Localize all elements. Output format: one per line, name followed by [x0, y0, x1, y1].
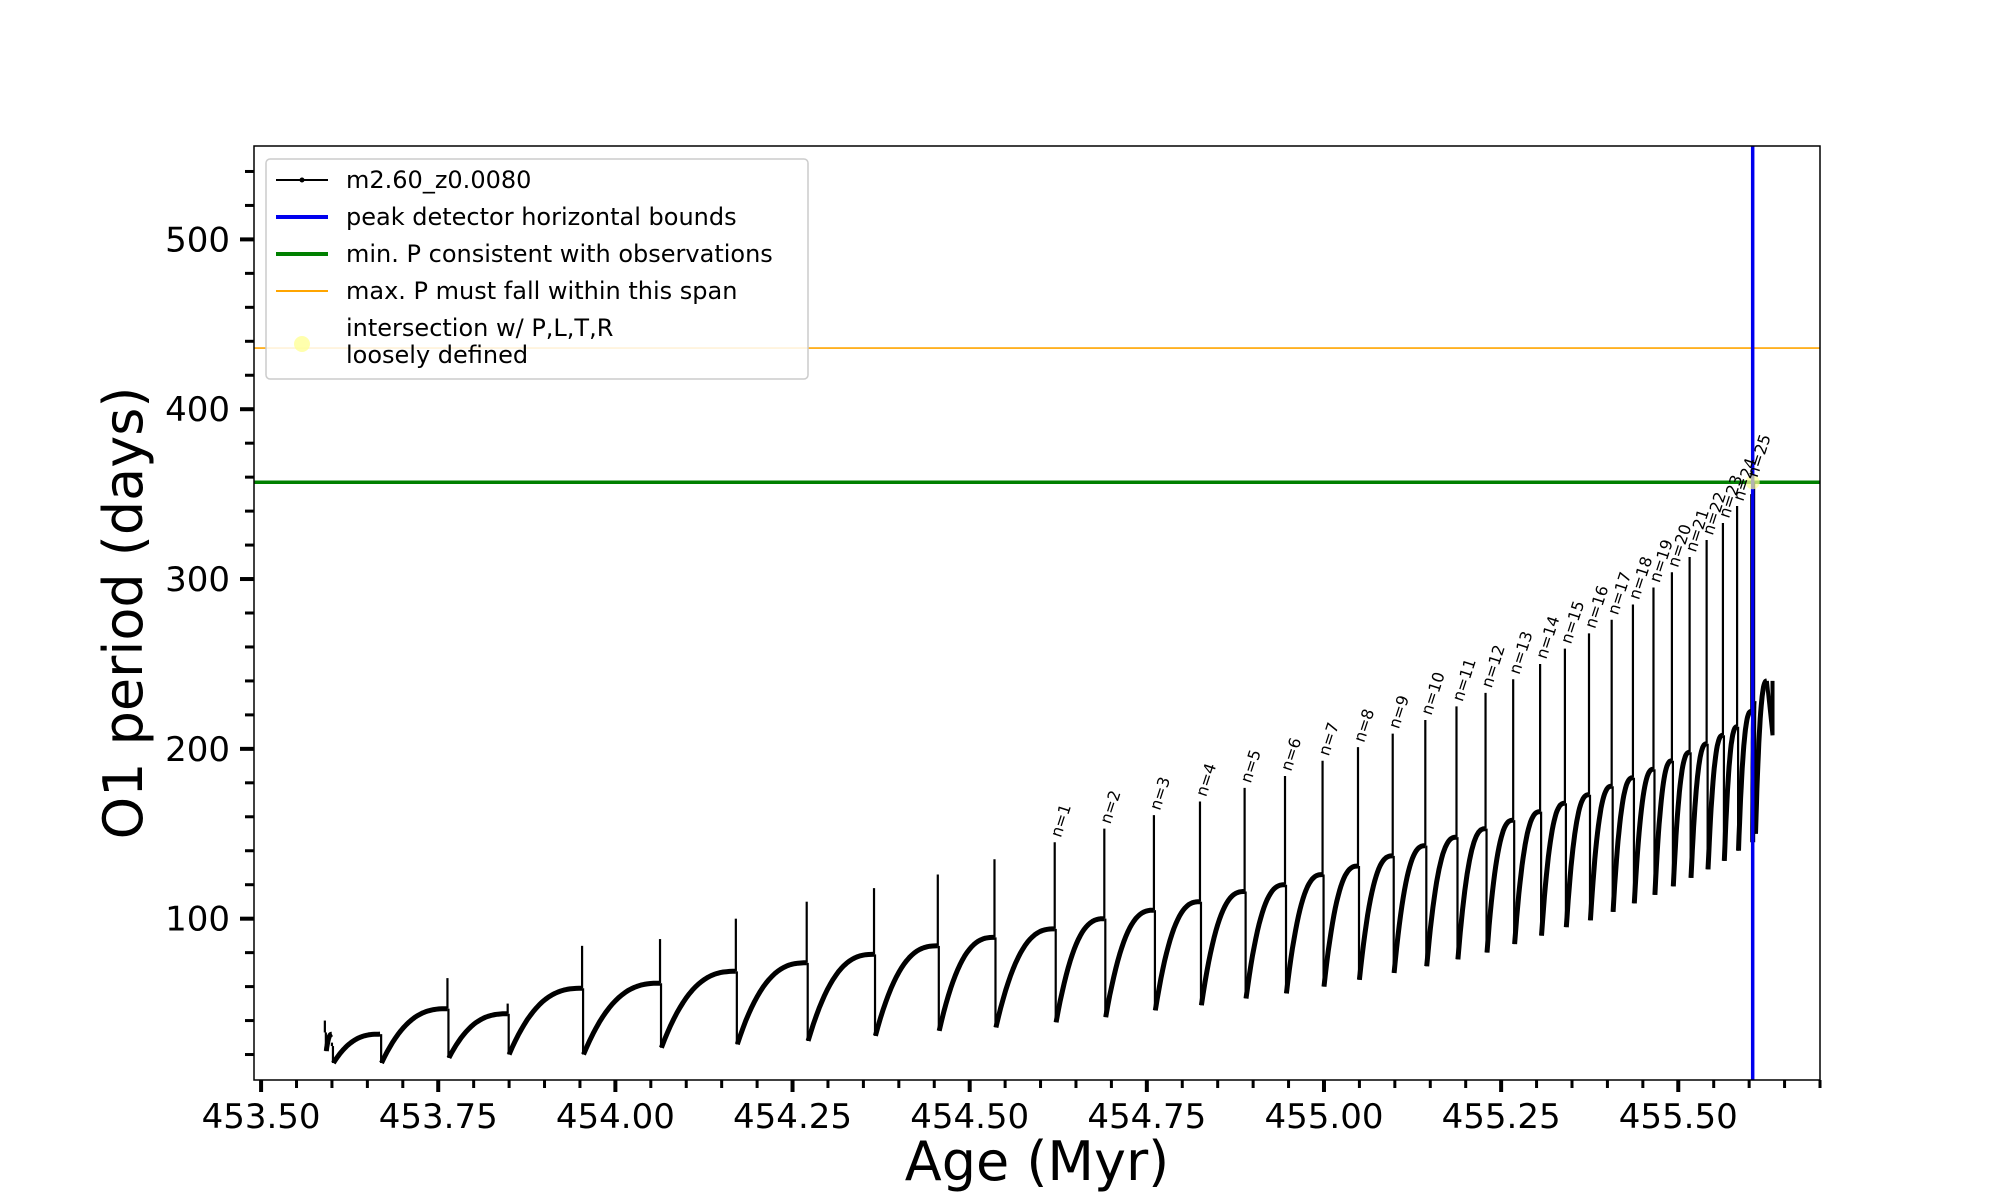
pulse-recovery-curve [1539, 800, 1567, 936]
y-tick-label: 200 [165, 730, 230, 770]
pulse-recovery-curve [331, 1031, 381, 1065]
pulse-recovery-curve [1053, 916, 1105, 1023]
pulse-recovery-curve [734, 960, 807, 1046]
pulse-recovery-curve [936, 934, 995, 1032]
vertical-bound-layer [1745, 146, 1760, 1080]
pulse-recovery-curve [659, 968, 736, 1049]
pulse-recovery-curve [1721, 724, 1740, 862]
pulse-recovery-curve [1484, 817, 1515, 953]
x-tick-label: 453.75 [379, 1097, 498, 1137]
legend-label: intersection w/ P,L,T,R [346, 314, 613, 342]
pulse-recovery-curve [323, 1031, 335, 1052]
intersection-marker [1745, 475, 1760, 490]
pulse-recovery-curve [506, 985, 583, 1056]
legend-box [265, 158, 809, 380]
pulse-recovery-curve [1652, 758, 1674, 896]
data-series [323, 482, 1775, 1065]
x-tick-label: 453.50 [202, 1097, 321, 1137]
x-tick-label: 454.50 [910, 1097, 1029, 1137]
x-tick-label: 455.00 [1264, 1097, 1383, 1137]
pulse-recovery-curve [1512, 809, 1542, 945]
legend-swatch-marker [299, 177, 305, 183]
pulse-recovery-curve [1705, 732, 1725, 870]
x-tick-label: 454.25 [733, 1097, 852, 1137]
y-tick-label: 500 [165, 220, 230, 260]
pulse-recovery-curve [1736, 709, 1754, 851]
pulse-recovery-curve [805, 951, 875, 1042]
pulse-recovery-curve [1424, 834, 1458, 967]
pulse-recovery-curve [1455, 826, 1487, 960]
x-tick-label: 454.00 [556, 1097, 675, 1137]
pulse-recovery-curve [872, 943, 938, 1037]
pulse-recovery-curve [1391, 843, 1427, 974]
y-axis-title: O1 period (days) [92, 387, 155, 840]
y-axis: 100 200 300 400 500 [165, 169, 254, 1057]
pulse-recovery-curve [1321, 863, 1360, 987]
legend-label-line2: loosely defined [346, 341, 528, 369]
legend-label: max. P must fall within this span [346, 277, 737, 305]
x-axis-title: Age (Myr) [905, 1130, 1170, 1193]
y-tick-label: 300 [165, 560, 230, 600]
x-tick-label: 455.25 [1442, 1097, 1561, 1137]
legend-marker-intersection [294, 336, 310, 352]
pulse-recovery-curve [1563, 792, 1591, 928]
pulse-recovery-curve [446, 1011, 508, 1060]
pulse-recovery-curve [1610, 775, 1635, 913]
pulse-recovery-curve [1631, 766, 1656, 904]
pulse-recovery-curve [581, 980, 660, 1056]
y-tick-label: 400 [165, 390, 230, 430]
x-tick-label: 455.50 [1619, 1097, 1738, 1137]
pulse-recovery-curve [1152, 899, 1201, 1011]
pulse-recovery-curve [993, 926, 1055, 1028]
legend-label: peak detector horizontal bounds [346, 203, 737, 231]
pulse-recovery-curve [1670, 749, 1692, 887]
pulse-recovery-curve [1198, 889, 1246, 1006]
x-axis: 453.50 453.75 454.00 454.25 454.50 454.75 455.… [202, 1080, 1822, 1137]
pulse-recovery-curve [1587, 783, 1614, 921]
x-tick-label: 454.75 [1087, 1097, 1206, 1137]
pulse-recovery-curve [1243, 882, 1286, 999]
y-tick-label: 100 [165, 900, 230, 940]
legend-label: min. P consistent with observations [346, 240, 773, 268]
pulse-recovery-curve [1103, 907, 1155, 1018]
pulse-recovery-curve [1356, 853, 1394, 981]
pulse-recovery-curve [1688, 741, 1709, 879]
pulse-recovery-curve [1283, 872, 1324, 994]
legend-label: m2.60_z0.0080 [346, 166, 531, 194]
pulse-recovery-curve [379, 1006, 448, 1065]
